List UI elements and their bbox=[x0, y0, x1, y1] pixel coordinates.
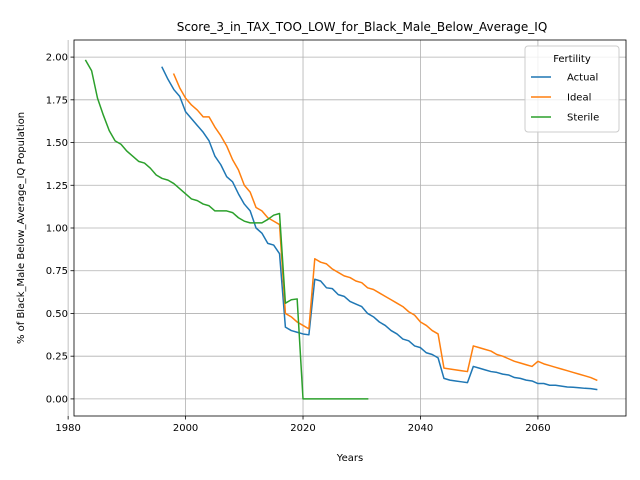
x-tick-label: 2060 bbox=[525, 423, 550, 434]
legend-label-ideal: Ideal bbox=[567, 93, 591, 104]
y-tick-label: 2.00 bbox=[46, 53, 68, 64]
y-tick-label: 0.50 bbox=[46, 309, 68, 320]
legend-label-sterile: Sterile bbox=[567, 113, 599, 124]
y-tick-label: 1.50 bbox=[46, 138, 68, 149]
x-tick-label: 2000 bbox=[173, 423, 198, 434]
y-axis-title: % of Black_Male Below_Average_IQ Populat… bbox=[16, 112, 27, 344]
legend-label-actual: Actual bbox=[567, 73, 598, 84]
y-tick-label: 0.25 bbox=[46, 352, 68, 363]
x-tick-label: 1980 bbox=[55, 423, 80, 434]
y-tick-label: 1.75 bbox=[46, 95, 68, 106]
y-tick-label: 0.00 bbox=[46, 394, 68, 405]
y-tick-label: 1.00 bbox=[46, 224, 68, 235]
y-tick-label: 0.75 bbox=[46, 266, 68, 277]
y-tick-label: 1.25 bbox=[46, 181, 68, 192]
chart-title: Score_3_in_TAX_TOO_LOW_for_Black_Male_Be… bbox=[177, 20, 548, 34]
legend: Fertility Actual Ideal Sterile bbox=[525, 46, 619, 132]
x-tick-label: 2020 bbox=[290, 423, 315, 434]
x-axis-title: Years bbox=[336, 453, 363, 464]
legend-title: Fertility bbox=[553, 54, 591, 65]
x-tick-label: 2040 bbox=[408, 423, 433, 434]
